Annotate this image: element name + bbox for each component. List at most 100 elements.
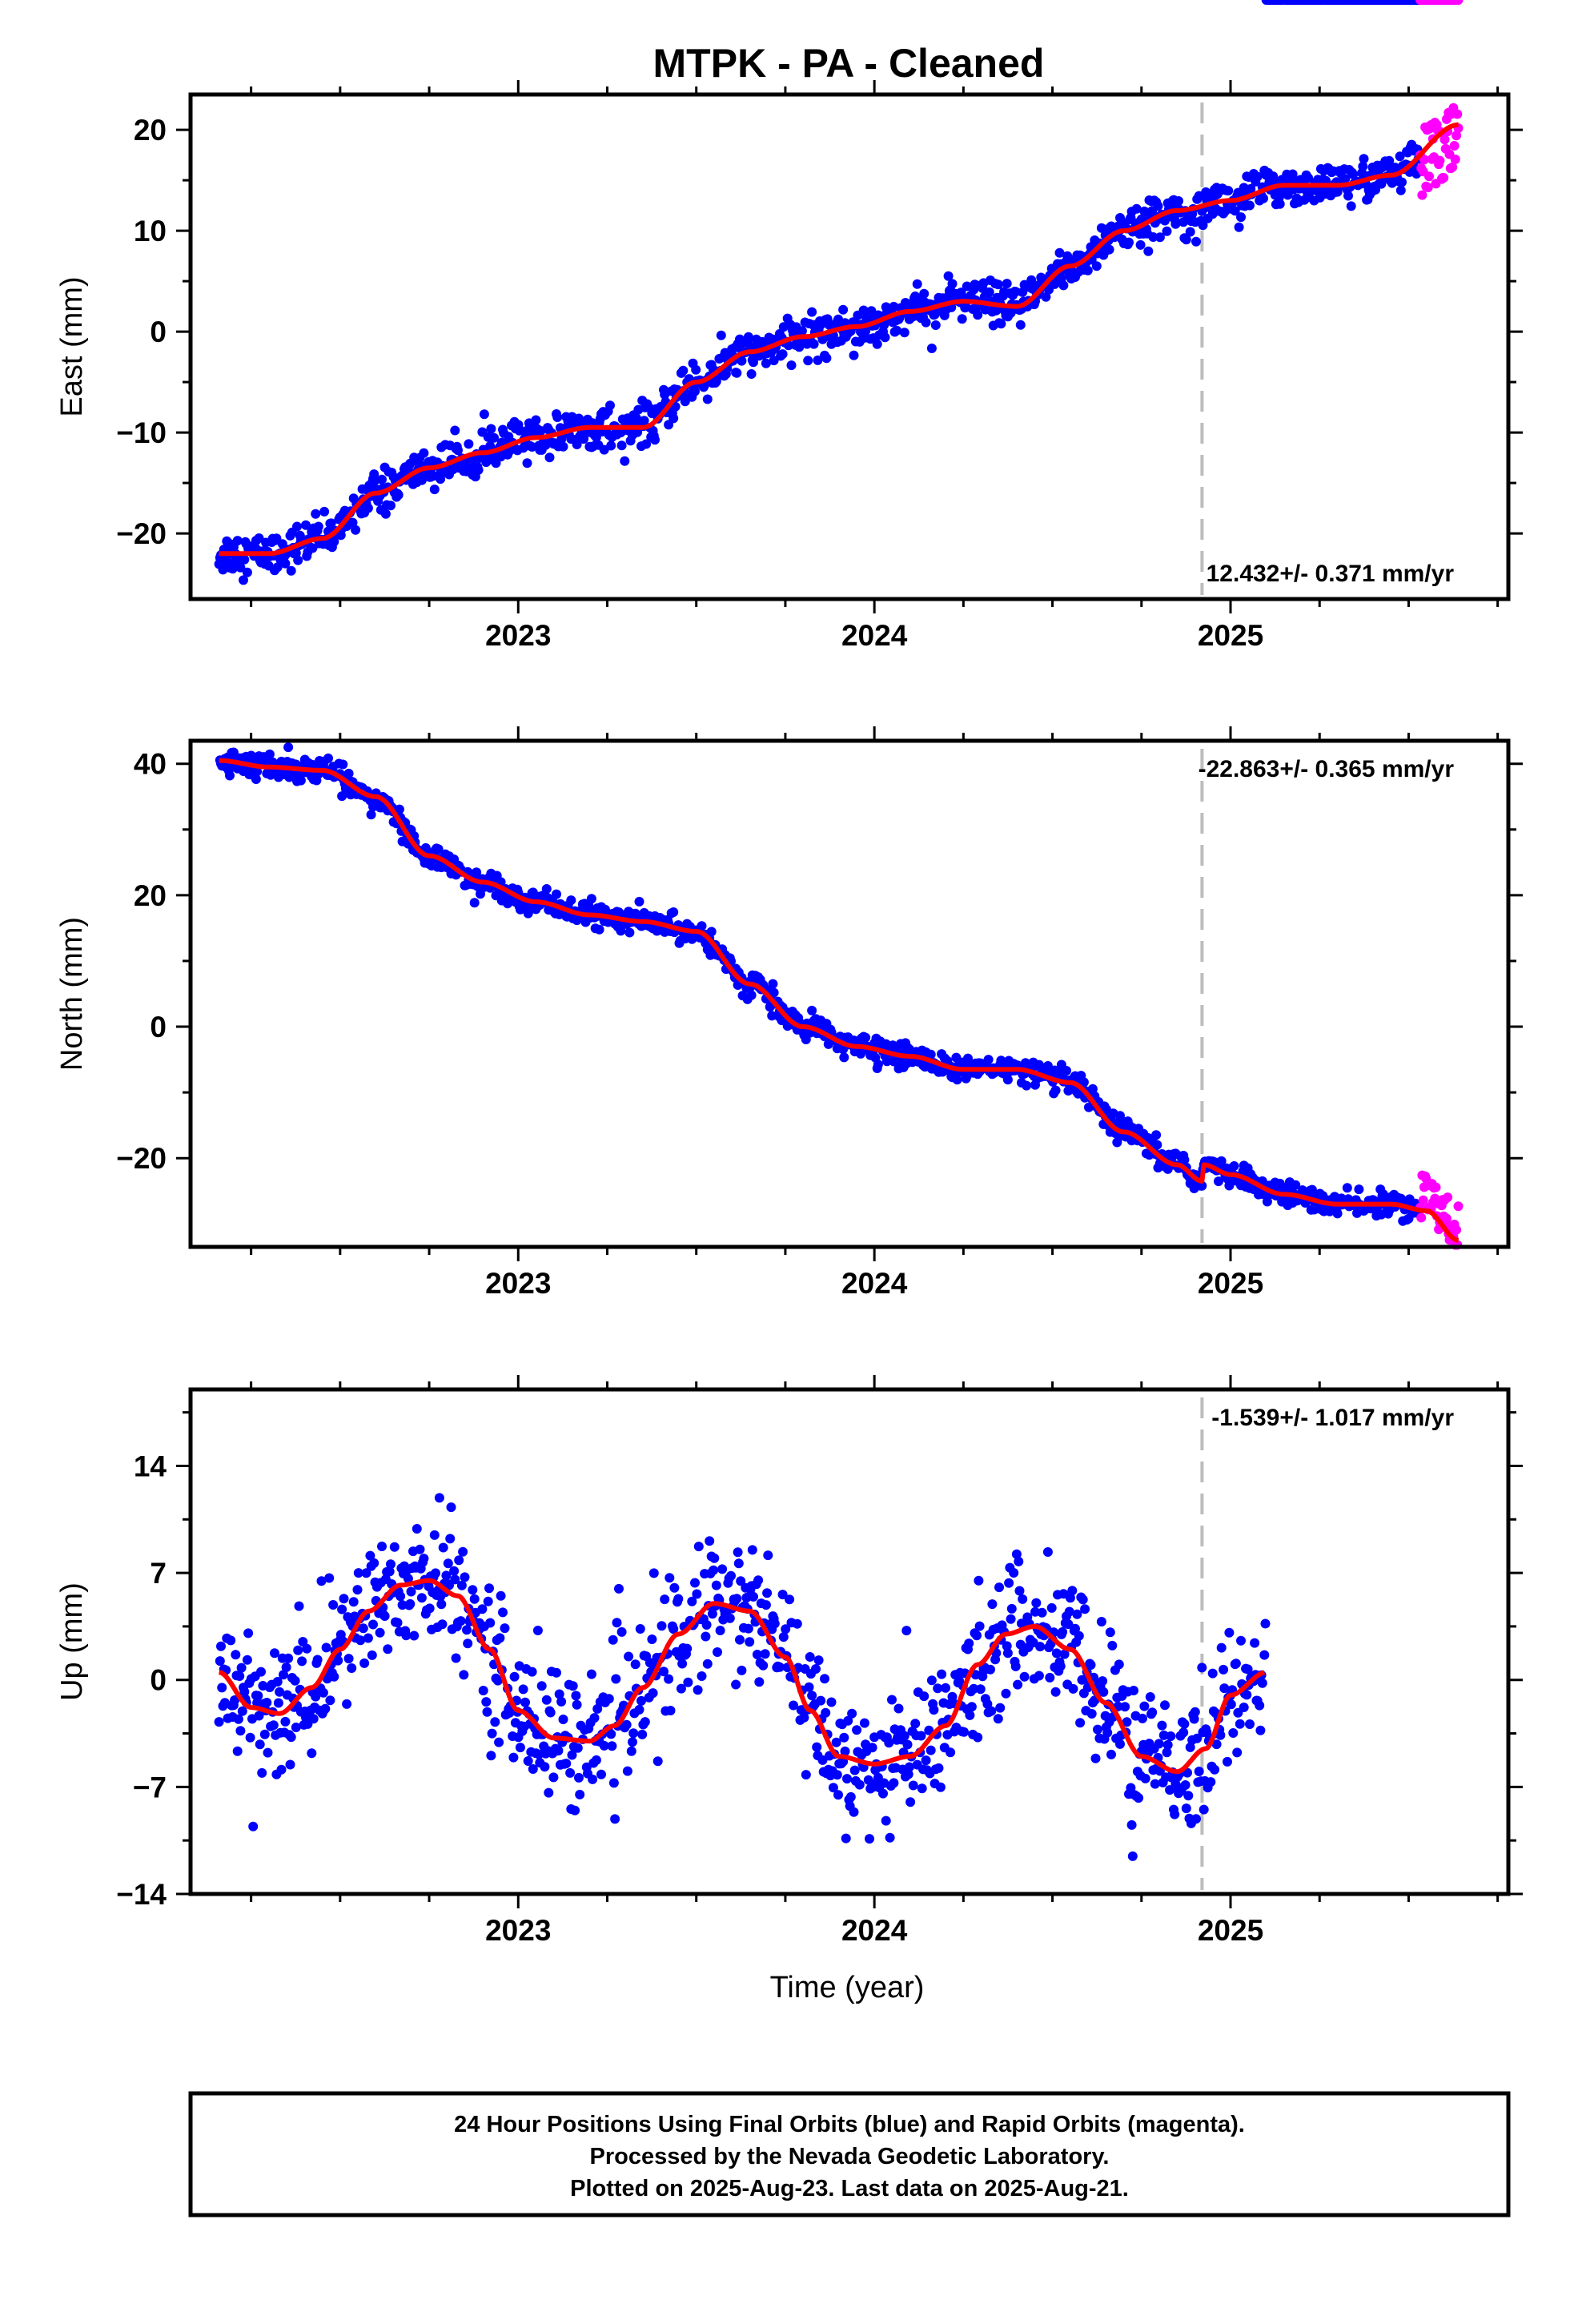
east-final-point [1191,236,1201,247]
up-final-point [624,1651,634,1662]
north-final-point [767,1011,777,1021]
up-final-point [849,1765,860,1775]
up-final-point [995,1703,1006,1713]
east-final-point [872,339,882,349]
up-final-point [1115,1739,1125,1749]
up-final-point [652,1756,663,1767]
up-final-point [608,1778,619,1788]
up-final-point [1134,1793,1144,1803]
up-final-point [544,1787,554,1798]
up-final-point [812,1742,822,1752]
up-final-point [656,1621,667,1631]
up-final-point [1239,1703,1249,1712]
up-final-point [910,1719,921,1729]
up-final-point [591,1755,601,1765]
up-final-point [324,1573,335,1583]
up-final-point [841,1833,851,1844]
up-final-point [487,1728,497,1739]
up-final-point [697,1671,707,1681]
up-final-point [553,1746,564,1756]
up-final-point [648,1568,659,1578]
up-final-point [1010,1661,1021,1671]
north-final-point [1342,1183,1352,1193]
north-final-point [225,770,235,781]
up-final-point [849,1807,859,1817]
east-final-point [293,555,303,565]
up-final-point [290,1675,300,1686]
up-final-point [630,1659,640,1670]
up-final-point [1232,1747,1243,1758]
up-y-tick-label: −14 [116,1878,167,1911]
up-final-point [733,1547,743,1558]
up-final-point [280,1716,291,1727]
up-final-point [754,1677,765,1687]
up-final-point [908,1780,918,1791]
east-final-point [1104,244,1114,255]
up-final-point [1231,1659,1241,1669]
up-final-point [558,1715,568,1724]
east-final-point [326,518,336,529]
up-final-point [1129,1686,1138,1695]
up-final-point [682,1643,693,1654]
north-final-point [1151,1130,1162,1140]
up-final-point [1191,1814,1201,1824]
up-final-point [377,1542,387,1551]
north-final-point [1002,1075,1013,1085]
north-y-tick-label: 40 [134,748,167,781]
up-final-point [713,1647,722,1657]
up-final-point [540,1762,550,1772]
up-final-point [328,1600,339,1610]
up-final-point [486,1751,496,1761]
up-final-point [865,1834,874,1844]
up-final-point [297,1656,307,1667]
north-final-point [769,987,779,998]
up-final-point [363,1633,373,1643]
up-final-point [263,1747,273,1758]
east-final-point [821,353,832,364]
up-final-point [717,1564,728,1574]
up-final-point [735,1634,745,1645]
east-final-point [486,424,496,434]
east-final-point [313,521,323,532]
east-final-point [1346,201,1356,211]
up-final-point [451,1653,461,1663]
up-final-point [604,1694,614,1704]
up-final-point [276,1764,287,1775]
up-final-point [500,1623,510,1634]
up-final-point [887,1695,897,1705]
up-final-point [409,1630,420,1641]
up-final-point [1014,1586,1025,1596]
east-final-point [1230,206,1240,216]
east-final-point [807,307,817,317]
up-final-point [1166,1731,1176,1741]
north-final-point [541,884,552,894]
east-rapid-point [1423,183,1433,193]
up-final-point [1034,1671,1044,1681]
east-final-point [579,434,589,444]
up-final-point [1014,1556,1024,1566]
east-final-point [880,332,890,343]
up-final-point [959,1727,970,1737]
east-final-point [737,356,747,366]
up-final-point [1006,1614,1016,1624]
up-final-point [916,1731,926,1741]
up-final-point [1035,1642,1046,1652]
up-final-point [994,1582,1004,1593]
up-model-curve [218,1578,1266,1775]
up-final-point [986,1706,997,1716]
east-final-point [1153,201,1163,211]
up-final-point [635,1624,645,1634]
east-final-point [669,413,679,424]
up-final-point [515,1743,525,1753]
up-final-point [1006,1603,1017,1614]
east-final-point [783,340,793,351]
up-final-point [281,1663,291,1672]
east-final-point [849,350,859,360]
up-final-point [919,1691,930,1702]
east-final-point [377,474,387,485]
up-final-point [307,1748,317,1759]
east-frame [188,92,1511,601]
east-final-point [605,400,615,411]
up-final-point [424,1603,435,1614]
up-final-point [1224,1627,1235,1638]
